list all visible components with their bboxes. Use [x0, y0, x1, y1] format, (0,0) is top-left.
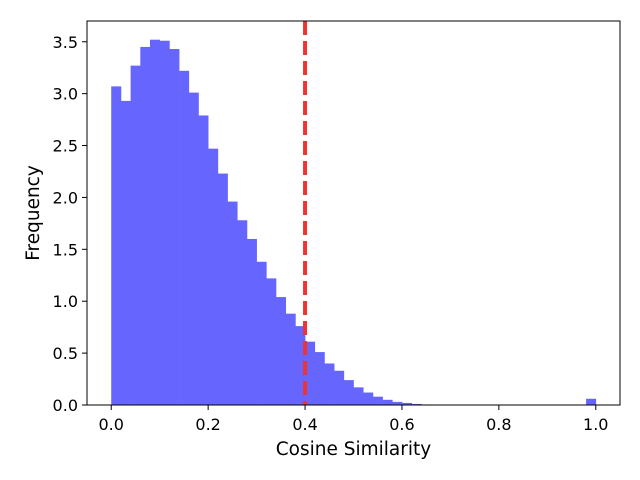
histogram-bar [295, 326, 306, 405]
histogram-bar [411, 403, 422, 405]
histogram-bar [169, 49, 180, 406]
histogram-bar [324, 363, 335, 405]
histogram-bar [275, 297, 287, 405]
x-tick-label: 0.6 [389, 415, 414, 434]
histogram-bar [256, 261, 267, 405]
x-axis-ticks: 0.0 0.2 0.4 0.6 0.8 1.0 [99, 405, 608, 434]
x-tick-label: 1.0 [583, 415, 608, 434]
y-tick-label: 2.5 [53, 137, 78, 156]
histogram-bar [382, 399, 393, 405]
histogram-bar [343, 380, 354, 405]
histogram-bar [285, 313, 296, 405]
y-tick-label: 3.0 [53, 85, 78, 104]
y-tick-label: 3.5 [53, 33, 78, 52]
histogram-bar [237, 220, 248, 405]
histogram-bar [217, 173, 228, 405]
x-axis-label: Cosine Similarity [276, 439, 432, 460]
histogram-bar [198, 115, 209, 406]
histogram-bar [305, 341, 316, 405]
y-axis-label: Frequency [23, 165, 44, 261]
histogram-bar [120, 100, 131, 405]
y-tick-label: 0.5 [53, 344, 78, 363]
y-tick-label: 0.0 [53, 396, 78, 415]
histogram-bar [111, 86, 122, 405]
histogram-bar [392, 401, 403, 405]
histogram-bar [353, 387, 364, 405]
histogram-bar [149, 39, 161, 405]
y-tick-label: 2.0 [53, 188, 78, 207]
histogram-bar [130, 65, 141, 406]
histogram-bar [188, 92, 199, 405]
histogram-bar [586, 398, 597, 405]
y-axis-ticks: 0.0 0.5 1.0 1.5 2.0 2.5 3.0 3.5 [53, 33, 87, 415]
histogram-bar [334, 370, 345, 405]
x-tick-label: 0.0 [99, 415, 124, 434]
histogram-bar [227, 201, 238, 405]
y-tick-label: 1.5 [53, 240, 78, 259]
x-tick-label: 0.2 [195, 415, 220, 434]
x-tick-label: 0.4 [292, 415, 317, 434]
histogram-bars [111, 39, 597, 406]
histogram-bar [246, 238, 257, 405]
histogram-bar [208, 148, 219, 405]
histogram-bar [140, 46, 151, 405]
histogram-bar [179, 70, 190, 405]
histogram-bar [401, 402, 412, 405]
y-tick-label: 1.0 [53, 292, 78, 311]
histogram-bar [266, 278, 277, 405]
x-tick-label: 0.8 [486, 415, 511, 434]
histogram-bar [363, 392, 374, 405]
histogram-bar [372, 396, 383, 405]
plot-frame [86, 20, 621, 406]
histogram-bar [314, 352, 325, 405]
histogram-bar [159, 40, 170, 405]
